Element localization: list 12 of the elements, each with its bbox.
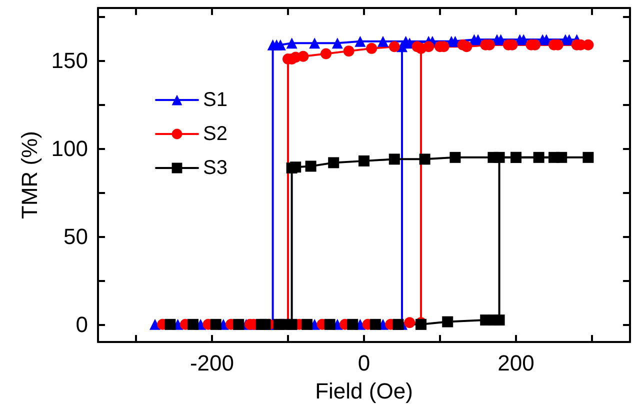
y-tick-label: 50	[64, 224, 88, 250]
x-tick-label: 0	[358, 350, 370, 376]
x-tick-label: 200	[498, 350, 534, 376]
legend-label: S1	[203, 89, 228, 111]
legend-label: S2	[203, 123, 228, 145]
y-tick-label: 0	[76, 312, 88, 337]
y-axis-title: TMR (%)	[16, 131, 42, 219]
x-tick-label: -200	[190, 350, 234, 376]
y-tick-label: 100	[51, 136, 88, 162]
x-axis-title: Field (Oe)	[315, 378, 413, 404]
legend-label: S3	[203, 157, 228, 179]
y-tick-label: 150	[51, 48, 88, 74]
